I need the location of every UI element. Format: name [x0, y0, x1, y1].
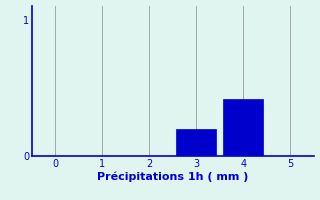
Bar: [223, 99, 263, 156]
X-axis label: Précipitations 1h ( mm ): Précipitations 1h ( mm ): [97, 172, 249, 182]
Bar: [176, 129, 216, 156]
